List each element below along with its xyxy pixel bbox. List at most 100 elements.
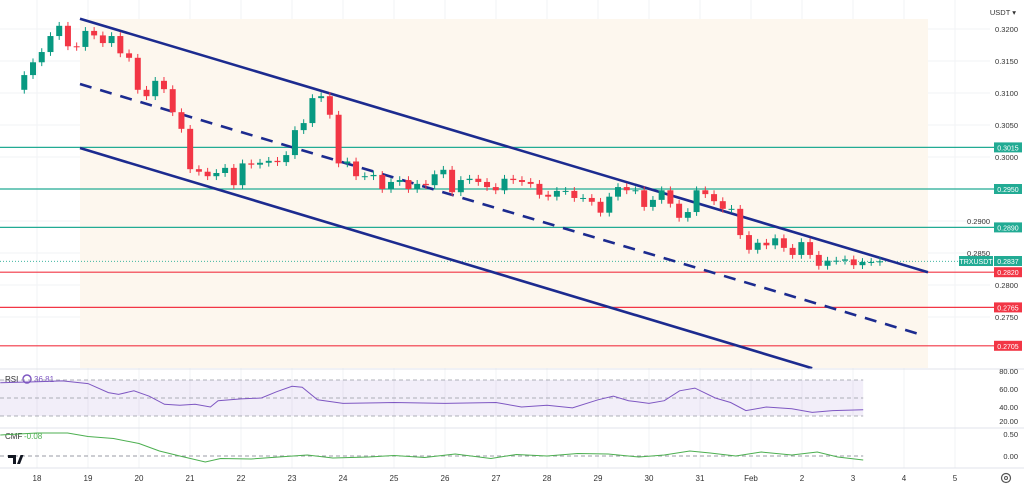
- candle-body: [126, 53, 133, 58]
- candle-body: [257, 162, 264, 165]
- candle-body: [545, 194, 552, 197]
- rsi-tick-label: 40.00: [999, 403, 1018, 412]
- time-axis[interactable]: 18 19 20 21 22 23 24 25 26 27 28 29 30 31 Feb 2 3 4 5: [33, 474, 958, 483]
- symbol-label: TRXUSDT: [959, 259, 993, 266]
- candle-body: [466, 178, 473, 181]
- candle: [780, 234, 787, 252]
- candle-body: [632, 190, 639, 192]
- candle-body: [178, 112, 185, 129]
- candle-body: [553, 190, 560, 197]
- candle: [108, 32, 115, 47]
- currency-selector[interactable]: USDT ▾: [990, 8, 1016, 17]
- candle-body: [379, 174, 386, 189]
- candle-body: [457, 180, 464, 193]
- candle-body: [606, 196, 613, 213]
- price-tick-label: 0.3150: [995, 57, 1018, 66]
- candle-body: [222, 167, 229, 173]
- candle-body: [876, 261, 883, 263]
- candle: [82, 27, 89, 51]
- candle: [30, 58, 37, 79]
- candle-body: [21, 75, 28, 90]
- time-tick-label: 3: [851, 474, 856, 483]
- candle: [868, 258, 875, 266]
- time-tick-label: 29: [594, 474, 603, 483]
- candle-body: [47, 36, 54, 53]
- candle: [763, 238, 770, 250]
- settings-gear-icon[interactable]: [1000, 472, 1012, 484]
- price-axis[interactable]: USDT ▾ 0.3200 0.3150 0.3100 0.3050 0.3000 0.2…: [967, 8, 1018, 322]
- candle-body: [370, 174, 377, 177]
- candle-body: [30, 62, 37, 76]
- candle-body: [134, 57, 141, 90]
- candle-body: [789, 247, 796, 255]
- time-tick-label: 18: [33, 474, 42, 483]
- rsi-tick-label: 60.00: [999, 385, 1018, 394]
- tradingview-logo-icon: [8, 455, 24, 464]
- candle: [457, 176, 464, 197]
- time-tick-label: 2: [800, 474, 805, 483]
- candle-body: [326, 96, 333, 115]
- rsi-settings-icon[interactable]: [22, 374, 32, 384]
- level-label: 0.2820: [997, 270, 1019, 277]
- time-tick-label: Feb: [744, 474, 758, 483]
- candle-body: [117, 36, 124, 54]
- candles: [21, 21, 883, 270]
- candle: [501, 174, 508, 195]
- candle-body: [492, 187, 499, 191]
- candle: [47, 32, 54, 56]
- candle: [248, 159, 255, 169]
- descending-channel[interactable]: [79, 17, 929, 370]
- channel-upper-line[interactable]: [79, 17, 929, 274]
- rsi-pane: RSI 36.81 80.00 60.00 40.00 20.00: [0, 367, 1018, 426]
- candle: [789, 244, 796, 259]
- candle-body: [588, 197, 595, 202]
- level-tag: [994, 184, 1022, 194]
- time-tick-label: 22: [237, 474, 246, 483]
- rsi-tick-label: 80.00: [999, 367, 1018, 376]
- level-tag: [994, 302, 1022, 313]
- candle: [379, 171, 386, 193]
- candle-body: [562, 190, 569, 192]
- candle: [859, 258, 866, 269]
- rsi-label: RSI: [5, 375, 18, 384]
- tradingview-logo[interactable]: [8, 455, 24, 464]
- candle: [291, 126, 298, 159]
- channel-lower-line[interactable]: [79, 146, 813, 370]
- candle: [361, 172, 368, 181]
- level-label: 0.2765: [997, 305, 1019, 312]
- candle: [745, 231, 752, 254]
- candle-body: [807, 242, 814, 255]
- candle: [431, 170, 438, 189]
- price-tick-label: 0.2750: [995, 313, 1018, 322]
- level-tag: [994, 142, 1022, 153]
- candle-body: [152, 80, 159, 97]
- candle: [536, 180, 543, 199]
- candle: [257, 158, 264, 169]
- candle: [274, 157, 281, 166]
- candle-body: [239, 163, 246, 186]
- candle-body: [798, 242, 805, 255]
- candle-body: [833, 260, 840, 262]
- candle-body: [265, 160, 272, 163]
- candle-body: [824, 260, 831, 266]
- candle: [335, 110, 342, 168]
- candle-body: [108, 36, 115, 44]
- candle: [676, 199, 683, 222]
- candle-body: [82, 30, 89, 47]
- candle-body: [309, 98, 316, 124]
- level-tag: [994, 222, 1022, 233]
- candle-body: [291, 130, 298, 156]
- price-tick-label: 0.3000: [995, 153, 1018, 162]
- candle-body: [615, 187, 622, 197]
- candle: [222, 164, 229, 177]
- cmf-line: [0, 432, 864, 463]
- candle: [353, 157, 360, 181]
- candle-body: [143, 89, 150, 97]
- candle-body: [169, 89, 176, 113]
- time-tick-label: 28: [543, 474, 552, 483]
- candle: [754, 238, 761, 254]
- symbol-tag: [959, 256, 993, 266]
- candle-body: [475, 178, 482, 182]
- price-tick-label: 0.2800: [995, 281, 1018, 290]
